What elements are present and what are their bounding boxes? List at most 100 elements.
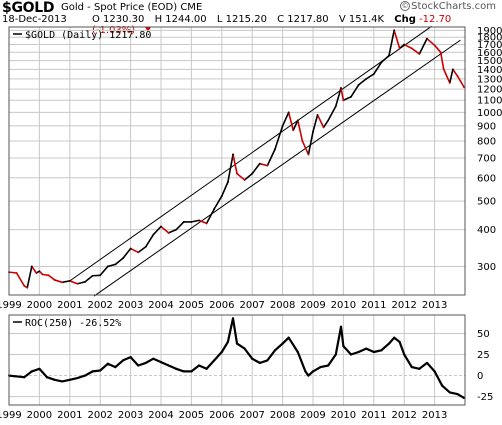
price-segment <box>452 68 459 77</box>
roc-point <box>205 367 208 370</box>
price-panel-frame <box>8 26 466 296</box>
open-value: O 1230.30 <box>92 14 145 25</box>
price-segment <box>152 225 162 236</box>
roc-point <box>251 357 254 360</box>
trend-channel-line <box>69 25 432 282</box>
price-point <box>340 87 342 89</box>
price-segment <box>190 219 200 223</box>
price-point <box>91 274 94 277</box>
roc-point <box>235 342 239 345</box>
roc-point <box>266 359 269 362</box>
roc-point <box>182 370 185 373</box>
price-panel: $GOLD (Daily) 1217.80 300 400 500 600 700 800… <box>0 26 502 311</box>
price-point <box>372 73 375 75</box>
price-point <box>312 130 314 133</box>
x-tick-label: 2000 <box>27 410 52 421</box>
roc-legend-label: ROC(250) -26.52% <box>25 318 121 329</box>
x-tick-label: 2007 <box>239 300 264 311</box>
roc-point <box>273 349 277 352</box>
price-point <box>251 172 254 175</box>
roc-point <box>106 362 109 365</box>
y-tick-label: -25 <box>477 392 493 403</box>
y-tick-label: 1400 <box>477 65 502 76</box>
price-point <box>433 44 436 47</box>
price-point <box>403 43 406 46</box>
price-point <box>84 280 86 283</box>
roc-point <box>129 355 132 359</box>
roc-point <box>144 361 147 365</box>
brand-watermark[interactable]: © StockCharts.com <box>400 1 496 12</box>
x-tick-label: 2007 <box>239 410 264 421</box>
brand-label: StockCharts.com <box>411 1 496 12</box>
price-segment <box>114 257 124 266</box>
price-point <box>213 208 216 210</box>
roc-point <box>83 374 87 377</box>
price-segment <box>292 119 299 132</box>
roc-point <box>30 370 33 373</box>
price-point <box>448 81 451 84</box>
roc-point <box>159 361 163 364</box>
y-tick-label: 1000 <box>477 108 502 119</box>
x-tick-label: 2001 <box>57 410 82 421</box>
roc-point <box>410 366 413 369</box>
exchange-label: CME <box>180 2 203 13</box>
price-legend: $GOLD (Daily) 1217.80 <box>13 30 151 41</box>
roc-point <box>349 353 353 356</box>
roc-line <box>8 317 465 399</box>
ticker-symbol[interactable]: $GOLD <box>2 0 55 16</box>
x-tick-label: 2004 <box>148 300 173 311</box>
price-point <box>307 153 310 156</box>
price-point <box>334 105 337 108</box>
low-value: L 1215.20 <box>216 14 267 25</box>
price-point <box>236 172 238 175</box>
price-segment <box>107 263 117 268</box>
y-tick-label: 0 <box>477 371 483 382</box>
y-tick-label: 1700 <box>477 40 502 51</box>
price-point <box>114 263 117 266</box>
price-point <box>68 279 71 282</box>
price-segment <box>76 281 86 285</box>
price-segment <box>327 105 337 122</box>
price-segment <box>296 119 304 142</box>
price-segment <box>160 225 170 234</box>
price-point <box>296 119 299 122</box>
price-segment <box>232 153 238 175</box>
price-point <box>316 114 319 116</box>
roc-point <box>441 384 444 387</box>
price-segment <box>357 78 368 86</box>
price-channel <box>69 25 461 297</box>
price-segment <box>426 37 436 47</box>
x-tick-label: 2003 <box>118 410 143 421</box>
y-tick-label: 800 <box>477 136 496 147</box>
price-segment <box>274 125 284 151</box>
price-point <box>198 219 200 222</box>
price-segment <box>287 111 295 132</box>
price-point <box>281 125 284 127</box>
x-tick-label: 2003 <box>118 300 143 311</box>
price-segment <box>99 265 109 277</box>
price-point <box>398 47 401 50</box>
x-tick-label: 2005 <box>179 300 204 311</box>
price-segment <box>312 114 319 133</box>
price-segment <box>167 228 177 234</box>
price-segment <box>41 273 50 277</box>
roc-point <box>319 366 322 369</box>
price-point <box>99 274 102 277</box>
y-tick-label: 1200 <box>477 85 502 96</box>
price-point <box>357 84 360 86</box>
x-tick-label: 2011 <box>361 300 386 311</box>
roc-point <box>197 364 201 367</box>
roc-point <box>152 357 155 360</box>
roc-x-axis: 1999 2000 2001 2002 2003 2004 2005 2006 2007 2008… <box>0 410 447 421</box>
quote-date: 18-Dec-2013 <box>2 14 67 25</box>
roc-point <box>327 364 330 367</box>
price-point <box>76 282 79 285</box>
price-point <box>410 47 413 50</box>
price-point <box>287 111 290 114</box>
close-value: C 1217.80 <box>277 14 329 25</box>
roc-point <box>307 374 310 377</box>
price-point <box>365 77 368 80</box>
price-segment <box>213 195 223 210</box>
roc-point <box>304 370 307 373</box>
price-segment <box>334 87 342 107</box>
